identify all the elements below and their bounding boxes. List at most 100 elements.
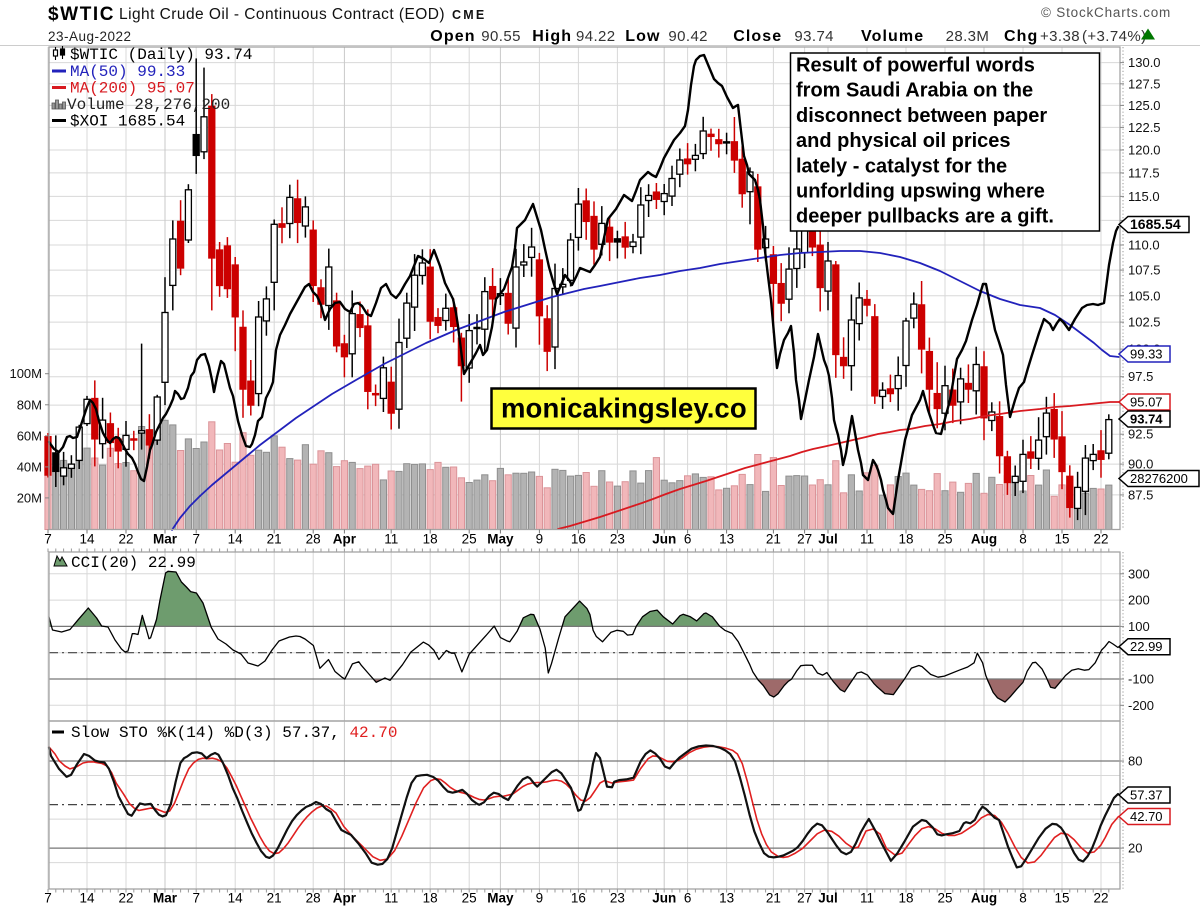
svg-text:MA(200) 95.07: MA(200) 95.07 [70,80,195,98]
svg-text:18: 18 [898,891,913,906]
svg-text:7: 7 [44,891,52,906]
svg-text:14: 14 [79,532,95,547]
svg-text:23-Aug-2022: 23-Aug-2022 [48,29,132,44]
svg-text:6: 6 [684,532,692,547]
svg-text:25: 25 [462,532,477,547]
svg-text:23: 23 [610,532,625,547]
svg-text:60M: 60M [17,428,42,443]
svg-text:Jul: Jul [818,532,838,547]
svg-text:9: 9 [536,891,544,906]
svg-text:disconnect between paper: disconnect between paper [796,105,1047,127]
svg-text:20: 20 [1128,841,1142,856]
svg-text:15: 15 [1054,532,1069,547]
svg-text:22: 22 [118,891,133,906]
svg-text:115.0: 115.0 [1128,189,1160,204]
svg-text:Low: Low [625,28,660,45]
svg-text:40M: 40M [17,459,42,474]
svg-text:monicakingsley.co: monicakingsley.co [501,393,747,424]
svg-text:14: 14 [228,532,244,547]
svg-text:22: 22 [1093,891,1108,906]
svg-text:lately - catalyst for the: lately - catalyst for the [796,155,1007,177]
svg-text:May: May [487,532,514,547]
svg-text:Jun: Jun [652,532,676,547]
svg-text:MA(50) 99.33: MA(50) 99.33 [70,63,185,81]
svg-text:7: 7 [44,532,52,547]
svg-text:16: 16 [571,891,586,906]
svg-text:7: 7 [192,891,200,906]
svg-text:23: 23 [610,891,625,906]
svg-text:Result of powerful words: Result of powerful words [796,55,1035,77]
svg-text:8: 8 [1019,532,1027,547]
svg-text:from Saudi Arabia on the: from Saudi Arabia on the [796,80,1033,102]
svg-text:27: 27 [797,532,812,547]
svg-text:97.5: 97.5 [1128,369,1153,384]
svg-text:110.0: 110.0 [1128,238,1160,253]
svg-text:1685.54: 1685.54 [1130,216,1181,232]
svg-text:99.33: 99.33 [1130,347,1163,362]
svg-text:28: 28 [306,891,321,906]
svg-text:14: 14 [79,891,95,906]
svg-text:Volume 28,276,200: Volume 28,276,200 [67,96,230,114]
svg-text:93.74: 93.74 [794,28,834,45]
svg-text:100: 100 [1128,619,1150,634]
svg-text:+3.38: +3.38 [1040,28,1080,45]
svg-text:Jul: Jul [818,891,838,906]
svg-text:21: 21 [766,891,781,906]
svg-text:CME: CME [452,8,486,22]
svg-text:21: 21 [267,532,282,547]
svg-text:-100: -100 [1128,672,1154,687]
svg-text:$WTIC (Daily) 93.74: $WTIC (Daily) 93.74 [70,46,252,64]
svg-text:27: 27 [797,891,812,906]
svg-text:107.5: 107.5 [1128,263,1161,278]
svg-text:21: 21 [267,891,282,906]
svg-text:14: 14 [228,891,244,906]
svg-text:25: 25 [462,891,477,906]
svg-text:125.0: 125.0 [1128,98,1161,113]
svg-text:11: 11 [860,532,874,547]
svg-text:unforlding upswing where: unforlding upswing where [796,181,1045,203]
svg-text:15: 15 [1054,891,1069,906]
svg-text:13: 13 [719,532,734,547]
svg-text:200: 200 [1128,593,1150,608]
svg-text:25: 25 [937,891,952,906]
svg-text:Open: Open [430,28,475,45]
svg-text:-200: -200 [1128,698,1154,713]
svg-text:18: 18 [423,532,438,547]
svg-text:Aug: Aug [971,532,997,547]
svg-text:7: 7 [192,532,200,547]
svg-text:Slow STO %K(14) %D(3) 57.37, 4: Slow STO %K(14) %D(3) 57.37, 42.70 [71,724,397,742]
svg-text:130.0: 130.0 [1128,55,1161,70]
svg-text:CCI(20) 22.99: CCI(20) 22.99 [71,554,196,572]
svg-text:Apr: Apr [333,891,357,906]
svg-text:100M: 100M [9,366,42,381]
svg-text:deeper pullbacks are a gift.: deeper pullbacks are a gift. [796,206,1054,228]
svg-text:92.5: 92.5 [1128,427,1153,442]
svg-text:18: 18 [898,532,913,547]
svg-text:13: 13 [719,891,734,906]
svg-text:6: 6 [684,891,692,906]
svg-text:120.0: 120.0 [1128,143,1161,158]
svg-text:42.70: 42.70 [1130,809,1163,824]
svg-text:16: 16 [571,532,586,547]
svg-text:Mar: Mar [153,891,178,906]
svg-text:Apr: Apr [333,532,357,547]
svg-text:18: 18 [423,891,438,906]
svg-text:80: 80 [1128,754,1142,769]
svg-text:28: 28 [306,532,321,547]
svg-text:9: 9 [536,532,544,547]
svg-text:90.42: 90.42 [668,28,708,45]
svg-text:11: 11 [384,532,398,547]
svg-text:22: 22 [1093,532,1108,547]
svg-text:87.5: 87.5 [1128,487,1153,502]
svg-text:28276200: 28276200 [1130,471,1188,486]
svg-text:122.5: 122.5 [1128,120,1161,135]
svg-text:May: May [487,891,514,906]
svg-text:90.55: 90.55 [481,28,521,45]
svg-text:High: High [532,28,572,45]
svg-text:20M: 20M [17,490,42,505]
svg-text:Chg: Chg [1004,28,1038,45]
svg-text:(+3.74%): (+3.74%) [1082,28,1146,45]
svg-text:Light Crude Oil - Continuous C: Light Crude Oil - Continuous Contract (E… [119,6,445,23]
svg-text:Aug: Aug [971,891,997,906]
svg-text:28.3M: 28.3M [946,28,990,45]
